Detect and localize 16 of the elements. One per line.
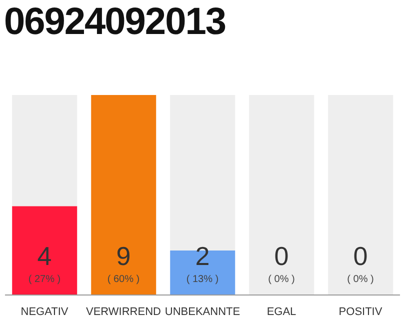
annotation: 0: [274, 241, 289, 271]
x-tick-label: POSITIV: [338, 306, 383, 318]
annotation: ( 27% ): [28, 274, 61, 285]
data-label: 2: [195, 241, 210, 271]
x-tick-label: VERWIRREND: [86, 306, 162, 318]
annotation: ( 60% ): [107, 274, 140, 285]
annotation: ( 13% ): [186, 274, 219, 285]
annotation: ( 0% ): [268, 274, 295, 285]
x-tick-label: NEGATIV: [20, 306, 69, 318]
annotation: 0: [353, 241, 368, 271]
data-label: 9: [116, 241, 131, 271]
x-tick-label: EGAL: [266, 306, 296, 318]
data-label: 4: [37, 241, 52, 271]
chart-title: 06924092013: [4, 0, 226, 44]
annotation: ( 0% ): [347, 274, 374, 285]
x-tick-label: UNBEKANNTE: [164, 306, 240, 318]
